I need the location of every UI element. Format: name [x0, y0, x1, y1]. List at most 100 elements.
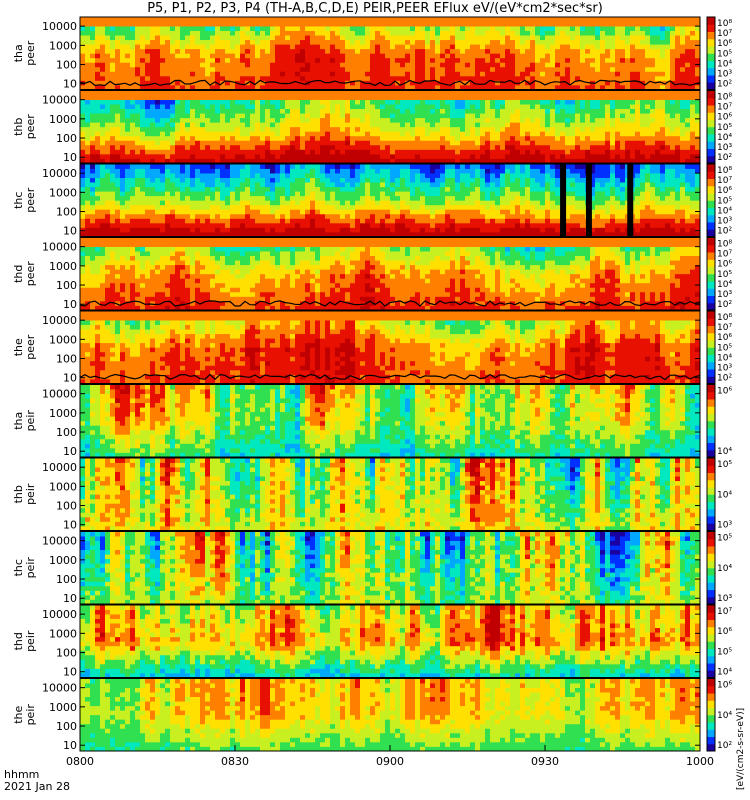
spectrogram-cell [365, 44, 370, 49]
spectrogram-cell [145, 76, 150, 81]
spectrogram-cell [135, 154, 140, 159]
spectrogram-cell [80, 26, 85, 31]
spectrogram-cell [475, 26, 480, 31]
spectrogram-cell [90, 178, 95, 183]
spectrogram-cell [180, 214, 185, 219]
spectrogram-cell [480, 22, 485, 27]
spectrogram-cell [440, 76, 445, 81]
spectrogram-cell [365, 22, 370, 27]
spectrogram-cell [225, 173, 230, 178]
spectrogram-cell [595, 127, 600, 132]
spectrogram-cell [95, 227, 100, 232]
spectrogram-cell [145, 169, 150, 174]
spectrogram-cell [495, 71, 500, 76]
spectrogram-cell [555, 95, 560, 100]
spectrogram-cell [490, 95, 495, 100]
spectrogram-cell [385, 100, 390, 105]
spectrogram-cell [165, 223, 170, 228]
spectrogram-cell [625, 67, 630, 72]
spectrogram-cell [525, 40, 530, 45]
spectrogram-cell [210, 71, 215, 76]
spectrogram-cell [105, 122, 110, 127]
spectrogram-cell [145, 205, 150, 210]
spectrogram-cell [445, 131, 450, 136]
spectrogram-cell [155, 140, 160, 145]
spectrogram-cell [320, 53, 325, 58]
spectrogram-cell [415, 145, 420, 150]
spectrogram-cell [100, 140, 105, 145]
spectrogram-cell [360, 76, 365, 81]
spectrogram-cell [175, 91, 180, 96]
spectrogram-cell [205, 145, 210, 150]
spectrogram-cell [115, 209, 120, 214]
spectrogram-cell [205, 154, 210, 159]
spectrogram-cell [160, 62, 165, 67]
spectrogram-cell [590, 140, 595, 145]
spectrogram-cell [400, 127, 405, 132]
spectrogram-cell [230, 31, 235, 36]
spectrogram-cell [445, 49, 450, 54]
spectrogram-cell [355, 122, 360, 127]
spectrogram-cell [285, 17, 290, 22]
spectrogram-cell [290, 118, 295, 123]
spectrogram-cell [120, 49, 125, 54]
spectrogram-cell [210, 118, 215, 123]
spectrogram-cell [455, 91, 460, 96]
spectrogram-cell [135, 40, 140, 45]
spectrogram-cell [410, 154, 415, 159]
spectrogram-cell [365, 100, 370, 105]
spectrogram-cell [630, 67, 635, 72]
spectrogram-cell [635, 91, 640, 96]
spectrogram-cell [120, 169, 125, 174]
spectrogram-cell [360, 104, 365, 109]
spectrogram-cell [210, 154, 215, 159]
spectrogram-cell [475, 44, 480, 49]
spectrogram-cell [150, 104, 155, 109]
spectrogram-cell [345, 76, 350, 81]
spectrogram-cell [250, 140, 255, 145]
spectrogram-cell [275, 149, 280, 154]
spectrogram-cell [375, 104, 380, 109]
spectrogram-cell [375, 118, 380, 123]
spectrogram-cell [440, 154, 445, 159]
spectrogram-cell [660, 118, 665, 123]
spectrogram-cell [240, 140, 245, 145]
spectrogram-cell [335, 71, 340, 76]
spectrogram-cell [620, 136, 625, 141]
spectrogram-cell [120, 22, 125, 27]
spectrogram-cell [610, 71, 615, 76]
spectrogram-cell [100, 109, 105, 114]
spectrogram-cell [330, 49, 335, 54]
spectrogram-cell [130, 196, 135, 201]
spectrogram-cell [575, 49, 580, 54]
spectrogram-cell [685, 76, 690, 81]
spectrogram-cell [125, 67, 130, 72]
spectrogram-cell [315, 100, 320, 105]
spectrogram-cell [250, 49, 255, 54]
spectrogram-cell [585, 17, 590, 22]
spectrogram-cell [660, 149, 665, 154]
spectrogram-cell [565, 113, 570, 118]
spectrogram-cell [525, 17, 530, 22]
spectrogram-cell [400, 44, 405, 49]
spectrogram-cell [475, 40, 480, 45]
spectrogram-cell [290, 164, 295, 169]
spectrogram-cell [625, 71, 630, 76]
spectrogram-cell [680, 113, 685, 118]
spectrogram-cell [500, 154, 505, 159]
spectrogram-cell [325, 95, 330, 100]
spectrogram-cell [130, 76, 135, 81]
spectrogram-cell [495, 91, 500, 96]
spectrogram-cell [420, 122, 425, 127]
spectrogram-cell [455, 118, 460, 123]
spectrogram-cell [635, 22, 640, 27]
spectrogram-cell [320, 154, 325, 159]
spectrogram-cell [335, 49, 340, 54]
spectrogram-cell [225, 26, 230, 31]
spectrogram-cell [595, 104, 600, 109]
spectrogram-cell [285, 140, 290, 145]
spectrogram-cell [340, 58, 345, 63]
spectrogram-cell [530, 118, 535, 123]
spectrogram-cell [110, 169, 115, 174]
spectrogram-cell [425, 140, 430, 145]
